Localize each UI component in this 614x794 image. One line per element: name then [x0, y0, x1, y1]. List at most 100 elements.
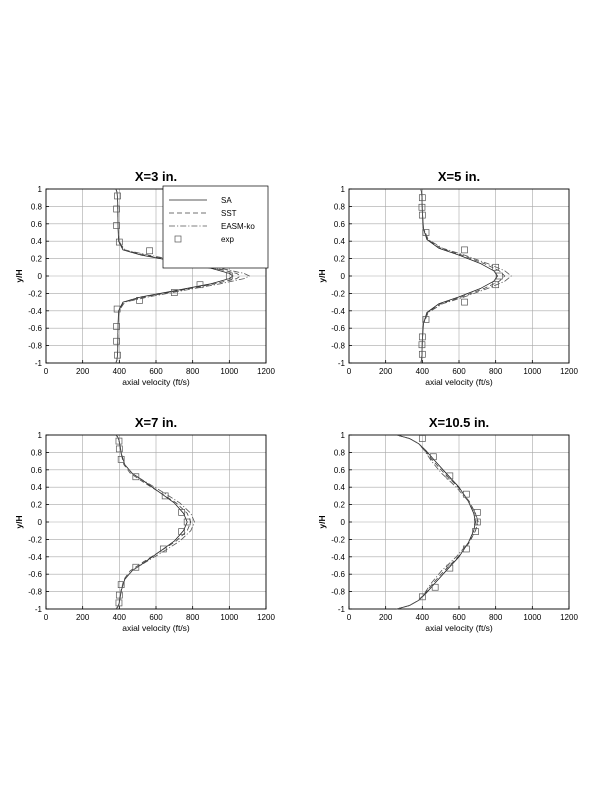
data-point-exp	[418, 203, 426, 211]
data-point-exp	[113, 222, 120, 229]
x-tick-label: 400	[416, 613, 430, 622]
chart-panel-4: X=10.5 in. 0 200 400 600 800 1000 1200 -1 -0.8 -0.…	[317, 415, 578, 633]
x-tick-label: 400	[113, 367, 127, 376]
data-point-exp	[225, 272, 233, 280]
y-tick-label: -0.6	[331, 570, 345, 579]
y-tick-label: 0.6	[31, 220, 43, 229]
y-tick-label: 0.4	[31, 237, 43, 246]
legend-label: EASM-ko	[221, 222, 255, 231]
x-tick-label: 600	[452, 613, 466, 622]
data-point-exp	[161, 492, 169, 500]
y-tick-label: -0.4	[331, 307, 345, 316]
chart-title: X=7 in.	[135, 415, 177, 430]
x-tick-label: 1000	[220, 367, 238, 376]
data-point-exp	[422, 316, 430, 323]
chart-title: X=10.5 in.	[429, 415, 489, 430]
data-point-exp	[418, 194, 426, 202]
y-tick-label: -0.6	[28, 324, 42, 333]
data-point-exp	[472, 528, 479, 535]
series-line-SST	[420, 188, 506, 364]
y-axis-label: y/H	[14, 269, 24, 282]
x-tick-label: 1000	[523, 613, 541, 622]
data-point-exp	[178, 509, 186, 516]
data-point-exp	[114, 192, 121, 200]
x-tick-label: 800	[489, 367, 503, 376]
x-axis-label: axial velocity (ft/s)	[122, 623, 190, 633]
y-tick-label: 0.2	[31, 255, 43, 264]
x-tick-label: 600	[149, 367, 163, 376]
y-tick-label: 0.6	[334, 220, 346, 229]
data-point-exp	[115, 437, 123, 445]
y-tick-label: 0.2	[334, 255, 346, 264]
data-point-exp	[446, 472, 454, 480]
data-point-exp	[170, 289, 178, 296]
x-tick-label: 1200	[257, 367, 275, 376]
data-point-exp	[113, 205, 120, 213]
y-axis-label: y/H	[14, 515, 24, 528]
data-point-exp	[461, 246, 468, 254]
data-point-exp	[461, 298, 468, 306]
data-point-exp	[113, 323, 120, 330]
y-tick-label: 0.8	[334, 448, 346, 457]
data-point-exp	[429, 453, 437, 461]
x-tick-label: 800	[186, 367, 200, 376]
y-tick-label: 0.8	[31, 202, 43, 211]
y-tick-label: -0.8	[331, 342, 345, 351]
data-point-exp	[418, 211, 426, 219]
chart-title: X=5 in.	[438, 169, 480, 184]
data-point-exp	[446, 564, 454, 572]
series-line-SST	[396, 434, 478, 610]
x-axis-label: axial velocity (ft/s)	[425, 623, 493, 633]
x-tick-label: 0	[347, 367, 352, 376]
data-point-exp	[183, 518, 191, 526]
x-axis-label: axial velocity (ft/s)	[122, 377, 190, 387]
chart-panel-3: X=7 in. 0 200 400 600 800 1000 1200 -1 -0.8 -0.6 -0…	[14, 415, 275, 633]
data-point-exp	[115, 599, 123, 607]
data-point-exp	[495, 272, 503, 280]
x-tick-label: 0	[347, 613, 352, 622]
legend-label: SA	[221, 196, 232, 205]
y-tick-label: 0.6	[334, 466, 346, 475]
data-point-exp	[473, 518, 481, 526]
y-tick-label: 1	[341, 431, 346, 440]
y-tick-label: -1	[338, 359, 346, 368]
data-point-exp	[462, 545, 470, 553]
series-line-EASM-ko	[396, 434, 479, 610]
data-point-exp	[115, 445, 123, 453]
y-tick-label: -0.8	[28, 588, 42, 597]
data-point-exp	[132, 563, 140, 571]
y-tick-label: -1	[35, 605, 43, 614]
chart-panel-2: X=5 in. 0 200 400 600 800 1000 1200 -1 -0.8 -0.6 -0…	[317, 169, 578, 387]
x-tick-label: 600	[452, 367, 466, 376]
data-point-exp	[113, 305, 121, 313]
y-tick-label: -0.2	[28, 535, 42, 544]
data-point-exp	[136, 297, 143, 304]
legend-marker	[174, 235, 182, 243]
data-point-exp	[418, 593, 426, 601]
chart-panel-1: X=3 in. 0 200 400 600 800 1000 1200 -1 -0.8 -0.6 -0…	[14, 169, 275, 387]
y-tick-label: -0.8	[28, 342, 42, 351]
x-tick-label: 1200	[257, 613, 275, 622]
y-tick-label: 0.6	[31, 466, 43, 475]
data-point-exp	[473, 509, 481, 516]
y-tick-label: 0.4	[31, 483, 43, 492]
y-tick-label: -0.4	[331, 553, 345, 562]
chart-title: X=3 in.	[135, 169, 177, 184]
y-tick-label: -0.6	[331, 324, 345, 333]
x-tick-label: 1200	[560, 613, 578, 622]
y-tick-label: 0	[341, 518, 346, 527]
data-point-exp	[196, 281, 204, 289]
y-tick-label: -0.2	[331, 289, 345, 298]
x-tick-label: 400	[416, 367, 430, 376]
data-point-exp	[418, 435, 426, 442]
data-point-exp	[159, 545, 167, 553]
data-point-exp	[115, 591, 123, 599]
x-tick-label: 400	[113, 613, 127, 622]
y-tick-label: 0.2	[31, 501, 43, 510]
data-point-exp	[492, 263, 500, 271]
series-line-EASM-ko	[115, 188, 250, 364]
y-tick-label: 0.8	[31, 448, 43, 457]
data-point-exp	[418, 341, 426, 349]
x-tick-label: 1200	[560, 367, 578, 376]
y-axis-label: y/H	[317, 269, 327, 282]
